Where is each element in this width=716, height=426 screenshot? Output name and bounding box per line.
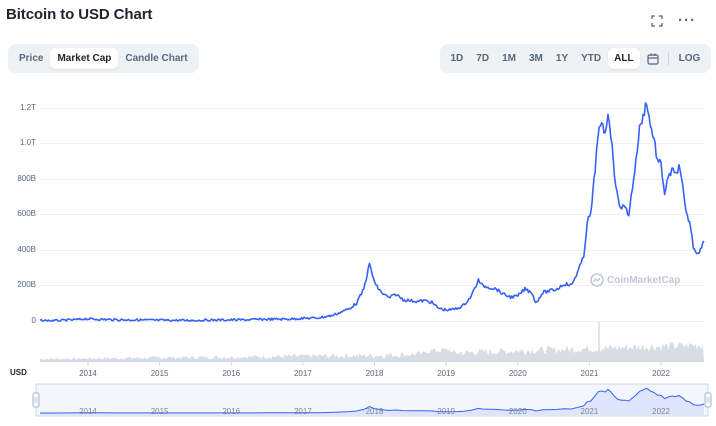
expand-corners-icon[interactable]: [646, 10, 668, 32]
y-gridline: [40, 107, 704, 109]
navigator-right-handle[interactable]: [704, 392, 712, 408]
coinmarketcap-logo-icon: [590, 273, 604, 287]
navigator-tick-label: 2015: [150, 407, 169, 416]
tab-market-cap[interactable]: Market Cap: [50, 48, 119, 69]
coinmarketcap-watermark: CoinMarketCap: [590, 273, 680, 287]
calendar-icon[interactable]: [640, 48, 665, 69]
chart-type-tabs: Price Market Cap Candle Chart: [8, 44, 199, 73]
x-tick-label: 2015: [150, 369, 169, 378]
range-7d[interactable]: 7D: [476, 53, 490, 64]
y-gridline: [40, 321, 704, 322]
y-gridline: [40, 249, 704, 251]
volume-bars: [40, 341, 704, 361]
navigator-tick-label: 2018: [365, 407, 384, 416]
y-tick-label: 200B: [17, 280, 36, 290]
currency-label: USD: [10, 368, 27, 377]
watermark-text: CoinMarketCap: [607, 274, 681, 286]
y-tick-label: 600B: [17, 209, 36, 219]
log-scale-toggle[interactable]: LOG: [678, 53, 701, 64]
x-tick-label: 2016: [222, 369, 241, 378]
y-tick-label: 0: [31, 316, 36, 325]
navigator-tick-label: 2016: [222, 407, 241, 416]
navigator-line: [40, 387, 705, 414]
x-tick-label: 2018: [365, 369, 384, 378]
ellipsis-icon[interactable]: ···: [678, 12, 696, 29]
y-tick-label: 400B: [17, 244, 36, 254]
market-cap-line: [39, 102, 705, 322]
time-range-tabs: 1D 7D 1M 3M 1Y YTD ALL LOG: [440, 44, 711, 73]
navigator-tick-label: 2014: [79, 407, 97, 416]
navigator-tick-label: 2021: [580, 407, 599, 416]
navigator-left-handle[interactable]: [32, 392, 40, 408]
x-tick-label: 2021: [580, 369, 599, 378]
range-ytd[interactable]: YTD: [581, 53, 602, 64]
tab-price[interactable]: Price: [19, 53, 44, 64]
x-tick-label: 2014: [79, 369, 97, 378]
chart-title: Bitcoin to USD Chart: [6, 6, 153, 23]
x-tick-label: 2017: [293, 369, 312, 378]
x-tick-label: 2022: [652, 369, 670, 378]
y-tick-label: 1.0T: [19, 138, 36, 148]
range-3m[interactable]: 3M: [529, 53, 543, 64]
y-gridline: [40, 143, 704, 145]
tab-candle-chart[interactable]: Candle Chart: [125, 53, 188, 64]
range-1d[interactable]: 1D: [450, 53, 464, 64]
navigator-tick-label: 2017: [293, 407, 312, 416]
y-gridline: [40, 178, 704, 180]
range-all[interactable]: ALL: [607, 48, 641, 69]
navigator-area: [40, 388, 704, 415]
navigator-tick-label: 2020: [508, 407, 527, 416]
y-tick-label: 1.2T: [19, 102, 36, 112]
range-1m[interactable]: 1M: [502, 53, 516, 64]
navigator-tick-label: 2022: [652, 407, 670, 416]
y-tick-label: 800B: [17, 173, 36, 183]
range-1y[interactable]: 1Y: [555, 53, 569, 64]
x-tick-label: 2020: [508, 369, 527, 378]
y-gridline: [40, 285, 704, 287]
divider: [668, 51, 670, 66]
navigator-tick-label: 2019: [437, 407, 456, 416]
x-tick-label: 2019: [437, 369, 456, 378]
y-gridline: [40, 214, 704, 216]
